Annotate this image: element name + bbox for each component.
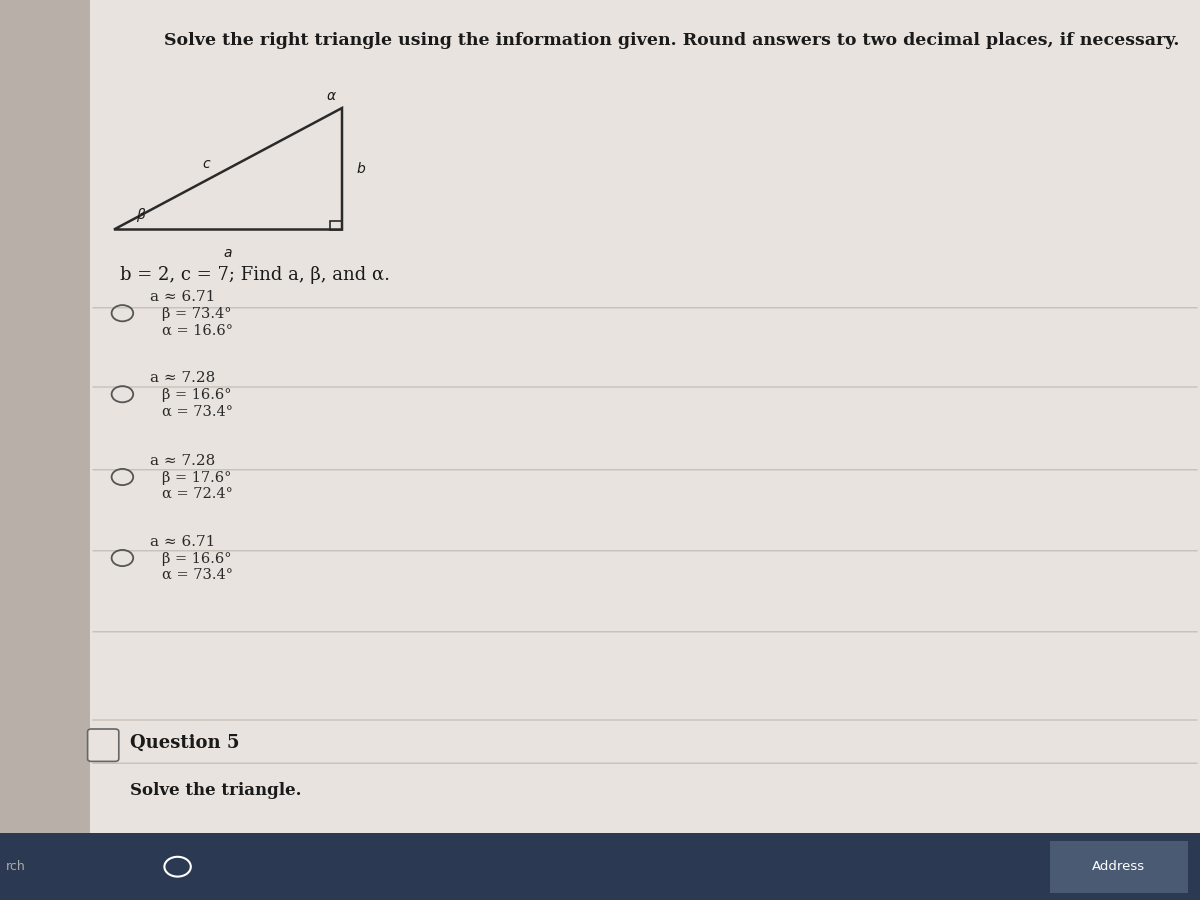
Text: α = 16.6°: α = 16.6° (162, 323, 233, 338)
Text: β = 16.6°: β = 16.6° (162, 552, 232, 566)
Bar (0, 0, 90, 832)
Text: a ≈ 7.28: a ≈ 7.28 (150, 454, 215, 468)
Text: α = 73.4°: α = 73.4° (162, 404, 233, 419)
Text: b: b (356, 162, 365, 176)
Text: Question 5: Question 5 (130, 734, 239, 752)
Text: α = 72.4°: α = 72.4° (162, 487, 233, 501)
Text: b = 2, c = 7; Find a, β, and α.: b = 2, c = 7; Find a, β, and α. (120, 266, 390, 284)
Text: Solve the triangle.: Solve the triangle. (130, 782, 301, 798)
Text: α = 73.4°: α = 73.4° (162, 568, 233, 582)
Text: β = 16.6°: β = 16.6° (162, 388, 232, 402)
Text: a ≈ 6.71: a ≈ 6.71 (150, 535, 215, 549)
Text: a ≈ 7.28: a ≈ 7.28 (150, 371, 215, 385)
Text: rch: rch (6, 860, 25, 873)
Text: Solve the right triangle using the information given. Round answers to two decim: Solve the right triangle using the infor… (164, 32, 1180, 49)
Text: a ≈ 6.71: a ≈ 6.71 (150, 290, 215, 304)
FancyBboxPatch shape (88, 729, 119, 761)
Text: β = 17.6°: β = 17.6° (162, 471, 232, 485)
Text: a: a (223, 246, 233, 260)
Text: c: c (203, 158, 210, 171)
Text: α: α (326, 89, 336, 104)
Bar (1050, 841, 1188, 893)
Text: β = 73.4°: β = 73.4° (162, 307, 232, 321)
Bar (0, 833, 1200, 900)
Text: β: β (136, 208, 144, 222)
Bar (330, 220, 342, 230)
Text: Address: Address (1092, 860, 1145, 873)
